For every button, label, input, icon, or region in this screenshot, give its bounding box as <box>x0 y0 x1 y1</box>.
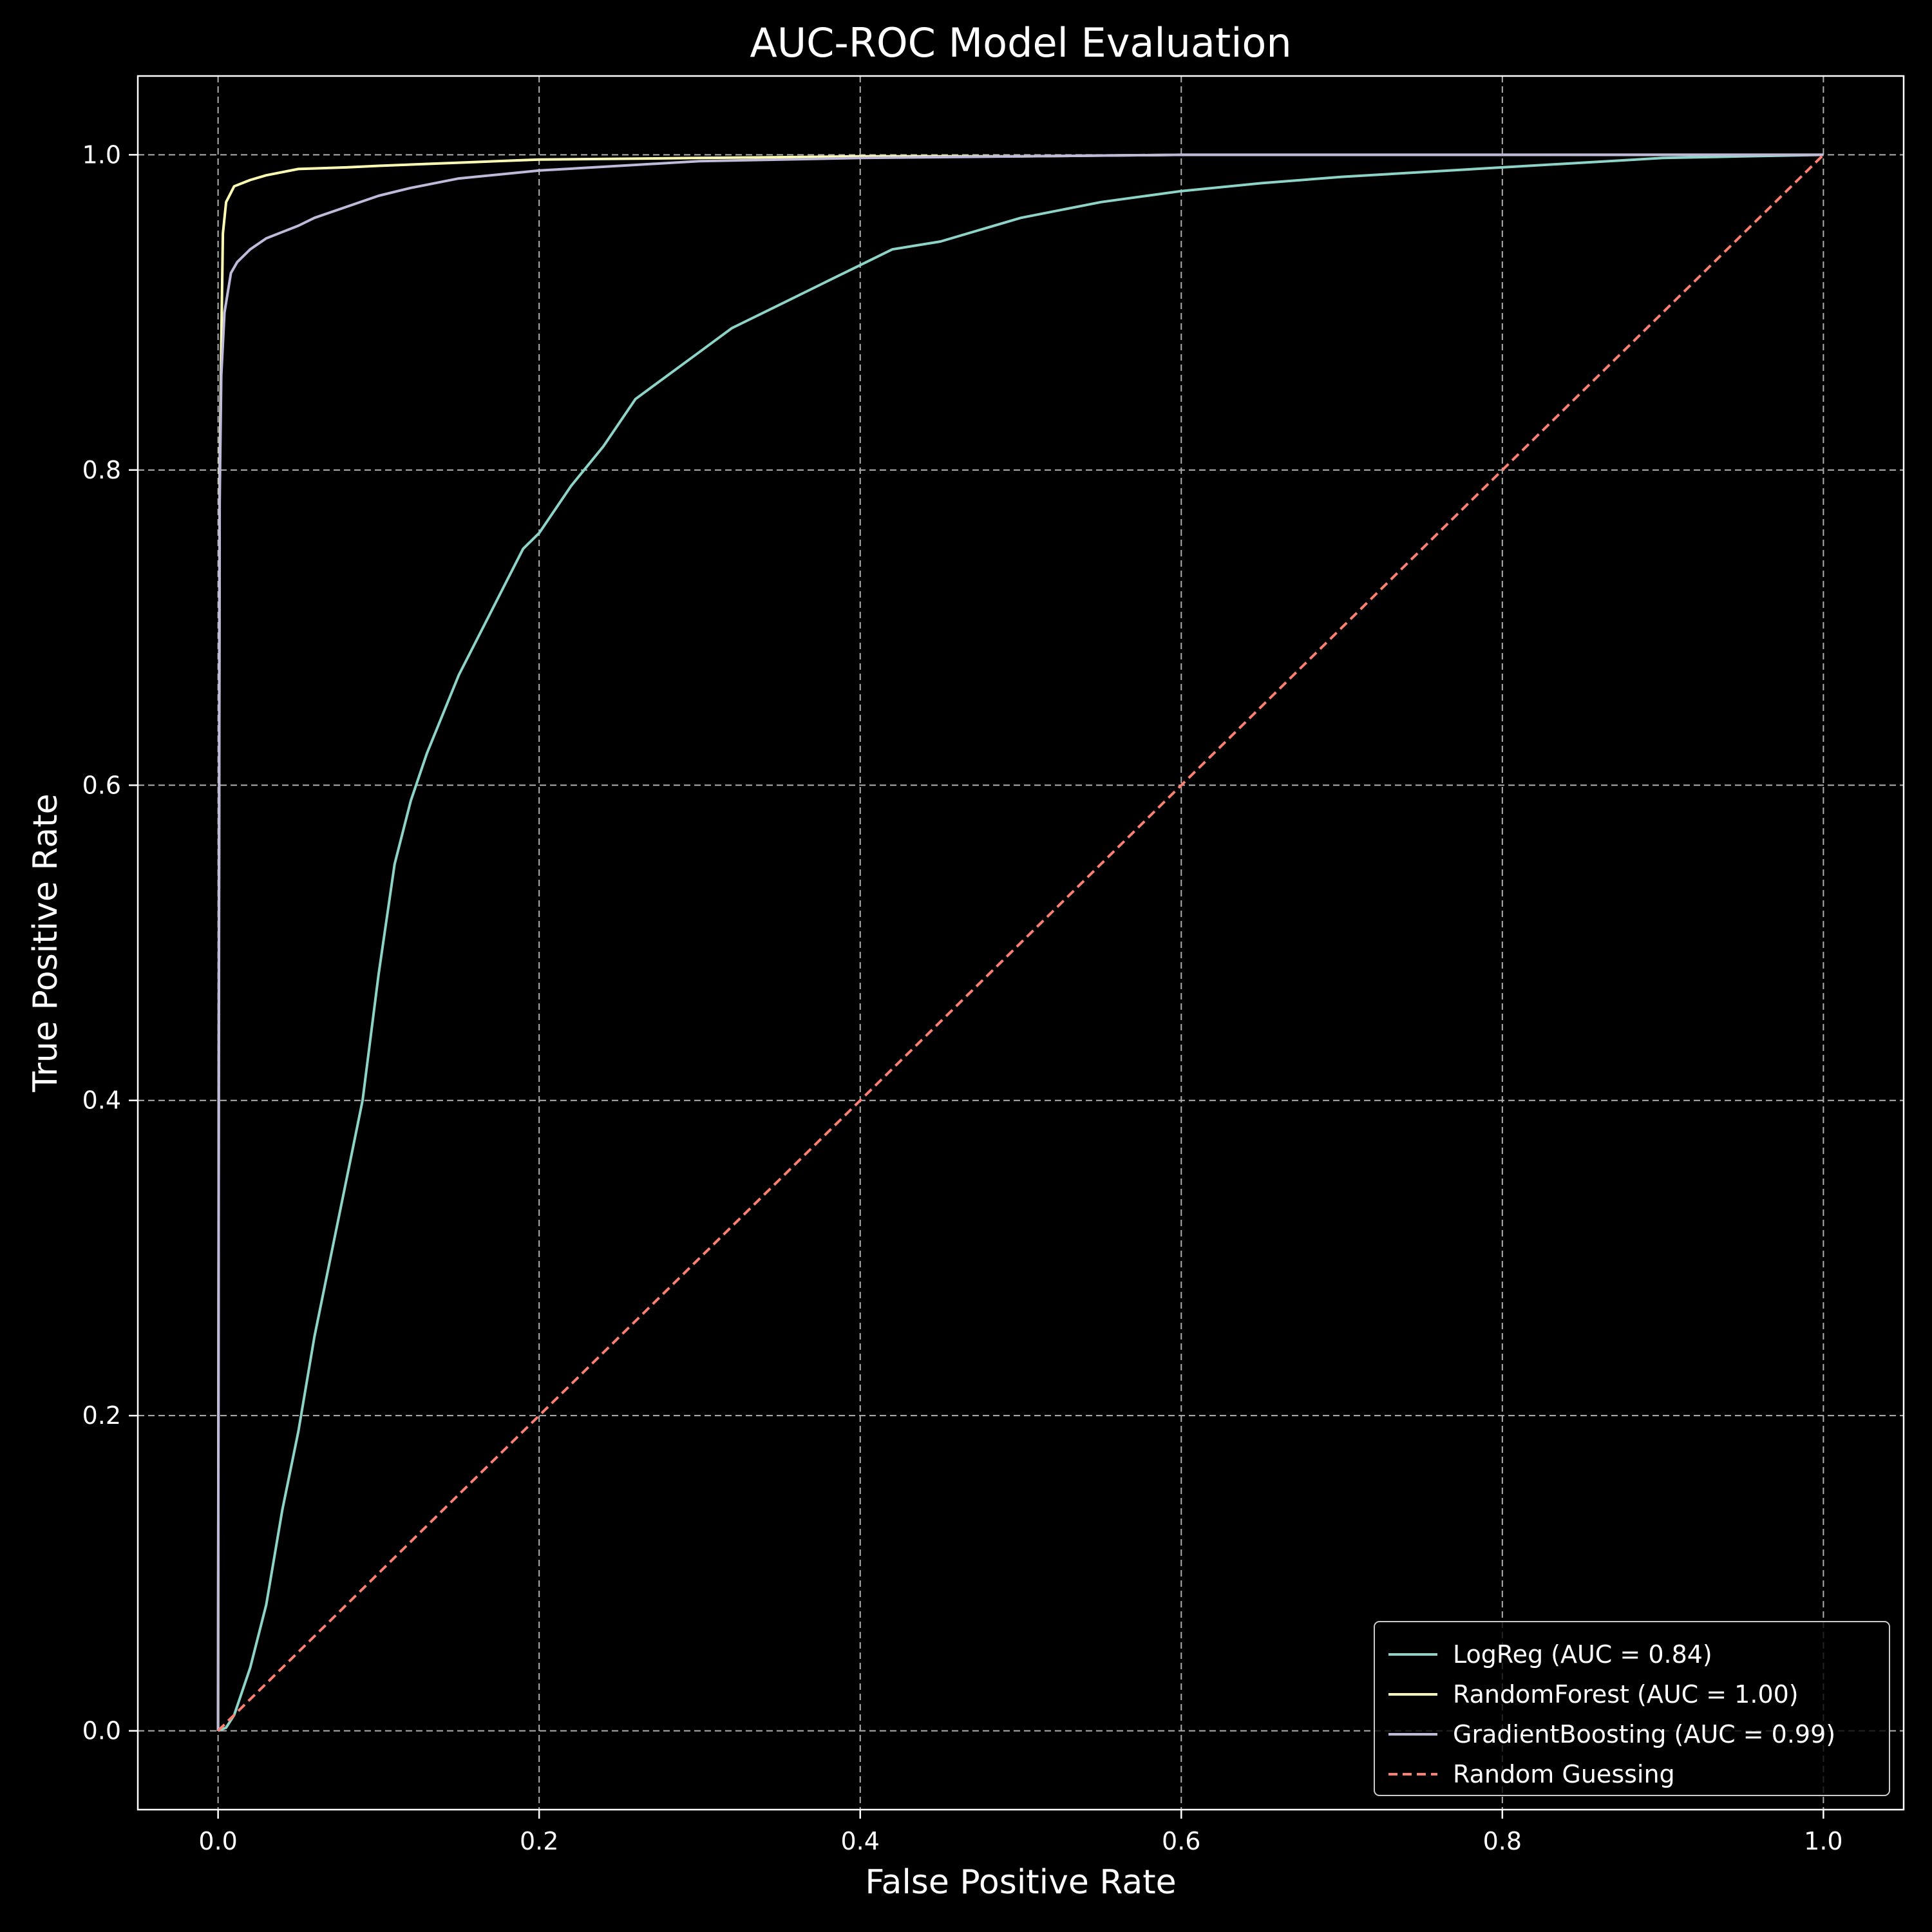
x-tick-label: 0.6 <box>1162 1827 1200 1855</box>
series-line-0 <box>217 153 1824 1732</box>
legend-entry-label: GradientBoosting (AUC = 0.99) <box>1453 1720 1835 1748</box>
y-tick-label: 0.8 <box>82 456 121 484</box>
legend-entry-label: Random Guessing <box>1453 1760 1675 1788</box>
plot-frame <box>137 75 1905 1811</box>
grid <box>138 76 1904 1810</box>
x-tick-label: 0.4 <box>841 1827 880 1855</box>
y-tick-label: 0.4 <box>82 1086 121 1115</box>
legend-entry-label: LogReg (AUC = 0.84) <box>1453 1640 1712 1669</box>
x-tick-label: 1.0 <box>1804 1827 1842 1855</box>
y-tick-label: 0.6 <box>82 771 121 799</box>
y-tick-label: 0.2 <box>82 1401 121 1430</box>
series-lines <box>216 153 1824 1732</box>
y-axis-label: True Positive Rate <box>26 793 65 1092</box>
x-tick-label: 0.2 <box>520 1827 558 1855</box>
x-tick-label: 0.8 <box>1483 1827 1522 1855</box>
series-line-2 <box>216 153 1824 1731</box>
legend-entry-label: RandomForest (AUC = 1.00) <box>1453 1680 1799 1709</box>
y-tick-label: 0.0 <box>82 1717 121 1745</box>
chart-title: AUC-ROC Model Evaluation <box>750 19 1291 66</box>
axis-ticks: 0.0 0.2 0.4 0.6 0.8 1.0 0.0 0.2 0.4 0.6 0.8 1.0 <box>82 140 1843 1855</box>
series-line-3 <box>217 153 1824 1732</box>
x-tick-label: 0.0 <box>198 1827 237 1855</box>
legend-box <box>1374 1621 1890 1796</box>
legend: LogReg (AUC = 0.84) RandomForest (AUC = 1… <box>1374 1621 1890 1796</box>
y-tick-label: 1.0 <box>82 140 121 169</box>
x-axis-label: False Positive Rate <box>865 1863 1176 1902</box>
